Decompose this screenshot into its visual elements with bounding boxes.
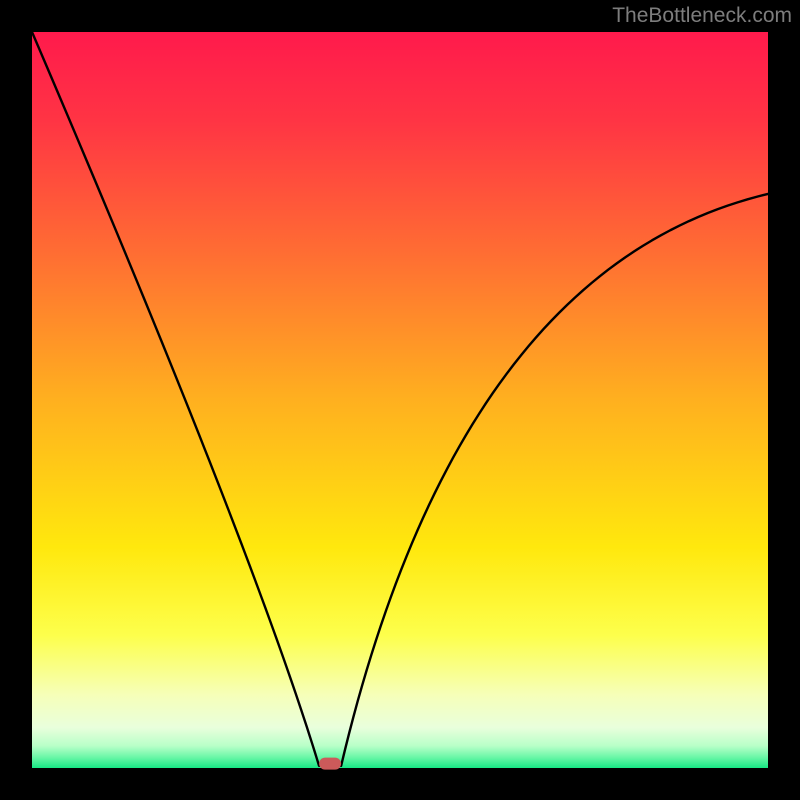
watermark-text: TheBottleneck.com bbox=[612, 4, 792, 28]
chart-container: TheBottleneck.com bbox=[0, 0, 800, 800]
chart-background bbox=[32, 32, 768, 768]
optimal-point-marker bbox=[319, 758, 341, 770]
bottleneck-chart bbox=[0, 0, 800, 800]
